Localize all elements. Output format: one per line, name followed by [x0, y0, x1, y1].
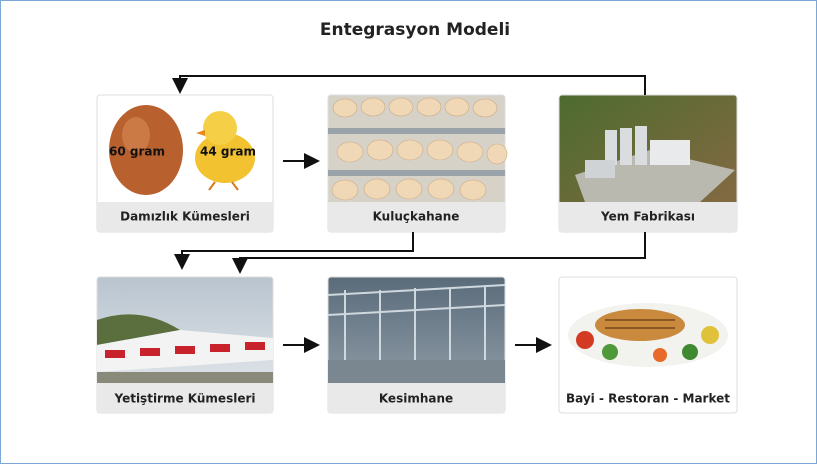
- node-5: Kesimhane: [328, 277, 505, 413]
- title: Entegrasyon Modeli: [320, 20, 510, 40]
- node-label: Kesimhane: [379, 392, 453, 406]
- page: Entegrasyon Modeli 60 gram 44 gram Damız…: [0, 0, 817, 464]
- node-label: Bayi - Restoran - Market: [566, 392, 730, 406]
- node-label: Yem Fabrikası: [600, 210, 695, 224]
- node-1: 60 gram 44 gram Damızlık Kümesleri: [97, 95, 273, 232]
- node-label: Yetiştirme Kümesleri: [113, 392, 255, 406]
- annotation: 60 gram: [109, 145, 165, 159]
- node-4: Yetiştirme Kümesleri: [97, 277, 273, 413]
- node-label: Damızlık Kümesleri: [120, 210, 250, 224]
- node-label: Kuluçkahane: [373, 210, 460, 224]
- node-6: Bayi - Restoran - Market: [559, 277, 737, 413]
- node-2: Kuluçkahane: [328, 95, 507, 232]
- annotation: 44 gram: [200, 145, 256, 159]
- node-3: Yem Fabrikası: [559, 95, 737, 232]
